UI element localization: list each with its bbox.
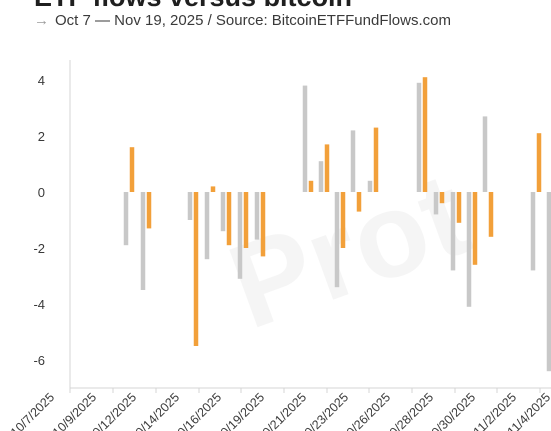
bar-series-b	[536, 133, 542, 192]
bar-series-b	[472, 192, 478, 265]
bar-series-b	[260, 192, 266, 257]
x-tick-marks	[69, 388, 541, 393]
bars	[123, 77, 551, 372]
bar-series-b	[340, 192, 346, 248]
bar-series-a	[237, 192, 243, 279]
bar-series-b	[193, 192, 199, 346]
bar-series-a	[367, 180, 373, 192]
bar-series-a	[220, 192, 226, 232]
bar-series-a	[530, 192, 536, 271]
bar-series-b	[308, 180, 314, 192]
chart-title: ETF flows versus bitcoin	[34, 0, 352, 13]
bar-series-a	[204, 192, 210, 260]
x-tick-label: 10/19/2025	[213, 390, 267, 431]
bar-series-b	[226, 192, 232, 246]
x-tick-label: 10/28/2025	[382, 390, 436, 431]
bar-series-b	[210, 186, 216, 192]
y-tick-label: -2	[33, 241, 45, 256]
bar-series-a	[450, 192, 456, 271]
x-tick-labels: 10/7/202510/9/202510/12/202510/14/202510…	[8, 390, 551, 431]
bar-series-a	[302, 85, 308, 192]
y-tick-label: 0	[38, 185, 45, 200]
y-tick-label: 2	[38, 129, 45, 144]
bar-series-a	[123, 192, 129, 246]
bar-series-a	[350, 130, 356, 192]
bar-series-a	[140, 192, 146, 290]
bar-series-b	[146, 192, 152, 229]
bar-series-b	[243, 192, 249, 248]
bar-series-a	[546, 192, 551, 372]
y-tick-labels: 4 2 0 -2 -4 -6	[33, 73, 45, 368]
bar-series-a	[187, 192, 193, 220]
bar-series-a	[254, 192, 260, 240]
y-tick-label: 4	[38, 73, 45, 88]
x-tick-label: 10/14/2025	[128, 390, 182, 431]
y-tick-label: -6	[33, 353, 45, 368]
bar-series-a	[433, 192, 439, 215]
bar-series-b	[324, 144, 330, 192]
bar-series-b	[456, 192, 462, 223]
arrow-icon: →	[34, 12, 49, 29]
y-tick-label: -4	[33, 297, 45, 312]
bar-series-a	[466, 192, 472, 307]
bar-series-b	[439, 192, 445, 204]
watermark: Prot	[213, 146, 484, 354]
subtitle-text: Oct 7 — Nov 19, 2025 / Source: BitcoinET…	[55, 12, 451, 29]
bar-series-a	[416, 82, 422, 192]
bar-series-b	[373, 127, 379, 192]
x-tick-label: 10/7/2025	[8, 390, 57, 431]
bar-series-b	[422, 77, 428, 192]
x-tick-label: 10/9/2025	[50, 390, 99, 431]
bar-series-a	[482, 116, 488, 192]
bar-series-b	[129, 147, 135, 192]
bar-series-b	[356, 192, 362, 212]
bar-series-b	[488, 192, 494, 237]
bar-series-a	[318, 161, 324, 192]
bar-series-a	[334, 192, 340, 288]
chart-subtitle: → Oct 7 — Nov 19, 2025 / Source: BitcoinE…	[34, 12, 451, 29]
